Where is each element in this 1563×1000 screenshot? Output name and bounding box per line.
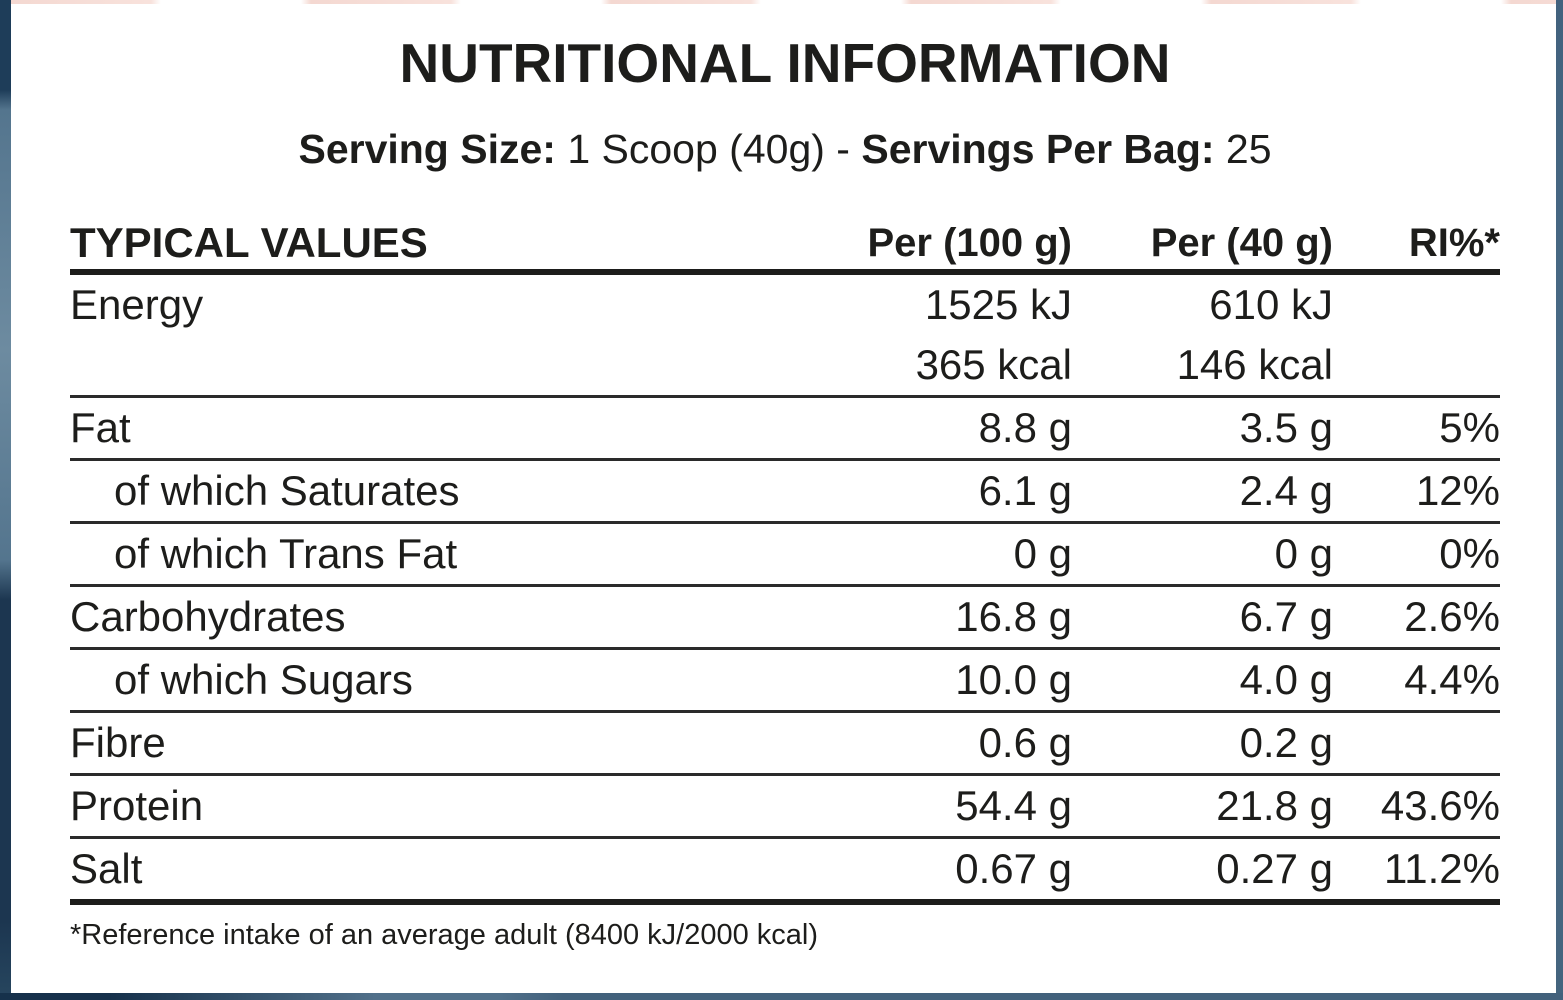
table-row: Salt 0.67 g 0.27 g 11.2%	[70, 839, 1500, 905]
value-per-40g: 0.27 g	[1216, 845, 1333, 892]
header-per-100g: Per (100 g)	[867, 220, 1072, 265]
value-ri-percent: 4.4%	[1404, 656, 1500, 703]
table-row: Carbohydrates 16.8 g 6.7 g 2.6%	[70, 587, 1500, 650]
page-title: NUTRITIONAL INFORMATION	[399, 32, 1171, 94]
header-typical-values: TYPICAL VALUES	[70, 219, 428, 266]
value-per-100g: 10.0 g	[955, 656, 1072, 703]
value-per-100g: 0.67 g	[955, 845, 1072, 892]
nutrient-name: Salt	[70, 845, 143, 892]
value-per-100g: 54.4 g	[955, 782, 1072, 829]
nutrient-name: of which Sugars	[114, 656, 413, 703]
table-row: of which Sugars 10.0 g 4.0 g 4.4%	[70, 650, 1500, 713]
value-ri-percent: 2.6%	[1404, 593, 1500, 640]
nutrient-name: Fibre	[70, 719, 166, 766]
value-per-100g: 365 kcal	[915, 341, 1072, 388]
value-per-100g: 0 g	[1013, 530, 1072, 577]
nutrient-name: Fat	[70, 404, 131, 451]
value-per-40g: 21.8 g	[1216, 782, 1333, 829]
header-ri-percent: RI%*	[1408, 220, 1500, 265]
value-per-40g: 146 kcal	[1176, 341, 1333, 388]
value-per-100g: 16.8 g	[955, 593, 1072, 640]
serving-size-value: 1 Scoop (40g) -	[555, 126, 862, 172]
value-ri-percent: 5%	[1439, 404, 1500, 451]
table-row: Energy 1525 kJ 610 kJ	[70, 275, 1500, 335]
servings-per-bag-label: Servings Per Bag:	[861, 126, 1215, 172]
package-edge-bottom	[0, 993, 1563, 1000]
nutrient-name: of which Trans Fat	[114, 530, 458, 577]
nutrition-table: TYPICAL VALUES Per (100 g) Per (40 g) RI…	[70, 217, 1500, 952]
package-edge-top	[11, 0, 1556, 4]
servings-per-bag-value: 25	[1214, 126, 1272, 172]
table-body: Energy 1525 kJ 610 kJ 365 kcal 146 kcal …	[70, 275, 1500, 905]
table-row: Fibre 0.6 g 0.2 g	[70, 713, 1500, 776]
value-per-100g: 1525 kJ	[924, 281, 1072, 328]
value-per-40g: 610 kJ	[1209, 281, 1333, 328]
serving-info-line: Serving Size: 1 Scoop (40g) - Servings P…	[70, 126, 1500, 173]
nutrient-name: of which Saturates	[114, 467, 460, 514]
nutrient-name: Energy	[70, 281, 204, 328]
value-ri-percent: 43.6%	[1380, 782, 1500, 829]
value-per-40g: 0 g	[1274, 530, 1333, 577]
nutrient-name: Carbohydrates	[70, 593, 346, 640]
value-per-100g: 6.1 g	[978, 467, 1072, 514]
value-per-100g: 8.8 g	[978, 404, 1072, 451]
value-per-40g: 3.5 g	[1239, 404, 1333, 451]
value-per-40g: 6.7 g	[1239, 593, 1333, 640]
value-per-40g: 0.2 g	[1239, 719, 1333, 766]
table-row: of which Saturates 6.1 g 2.4 g 12%	[70, 461, 1500, 524]
value-ri-percent: 0%	[1439, 530, 1500, 577]
value-ri-percent: 12%	[1415, 467, 1500, 514]
value-per-100g: 0.6 g	[978, 719, 1072, 766]
table-row: Fat 8.8 g 3.5 g 5%	[70, 398, 1500, 461]
table-row: Protein 54.4 g 21.8 g 43.6%	[70, 776, 1500, 839]
table-row: of which Trans Fat 0 g 0 g 0%	[70, 524, 1500, 587]
reference-intake-footnote: *Reference intake of an average adult (8…	[70, 919, 819, 951]
nutrition-panel: NUTRITIONAL INFORMATION Serving Size: 1 …	[11, 4, 1556, 993]
value-per-40g: 2.4 g	[1239, 467, 1333, 514]
serving-size-label: Serving Size:	[298, 126, 556, 172]
header-per-40g: Per (40 g)	[1150, 220, 1333, 265]
nutrient-name: Protein	[70, 782, 204, 829]
package-edge-right	[1556, 0, 1563, 1000]
table-row: 365 kcal 146 kcal	[70, 335, 1500, 398]
value-per-40g: 4.0 g	[1239, 656, 1333, 703]
value-ri-percent: 11.2%	[1384, 845, 1500, 892]
table-header-row: TYPICAL VALUES Per (100 g) Per (40 g) RI…	[70, 217, 1500, 275]
package-edge-left	[0, 0, 11, 1000]
